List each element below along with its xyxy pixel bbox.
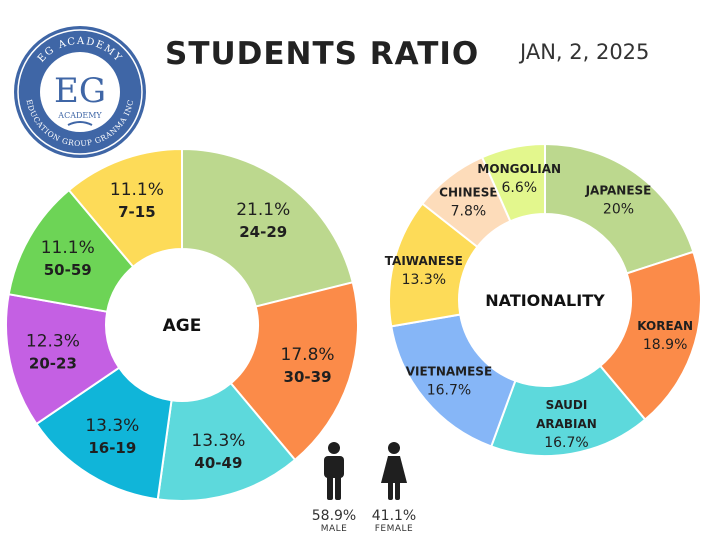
female-percent: 41.1% bbox=[371, 508, 417, 524]
slice-label: 11.1% 50-59 bbox=[41, 238, 95, 279]
slice-category: 30-39 bbox=[284, 368, 332, 386]
slice-percent: 13.3% bbox=[402, 272, 446, 288]
slice-percent: 6.6% bbox=[501, 180, 537, 196]
slice-category: 20-23 bbox=[29, 355, 77, 373]
ship-icon bbox=[67, 121, 93, 126]
donut-center-label: NATIONALITY bbox=[485, 291, 605, 310]
slice-percent: 11.1% bbox=[110, 180, 164, 200]
slice-label: MONGOLIAN 6.6% bbox=[477, 162, 561, 196]
slice-percent: 21.1% bbox=[236, 200, 290, 220]
slice-category: MONGOLIAN bbox=[477, 162, 561, 176]
slice-category: 50-59 bbox=[44, 261, 92, 279]
slice-category: JAPANESE bbox=[585, 183, 652, 197]
slice-category: 7-15 bbox=[118, 203, 156, 221]
slice-percent: 7.8% bbox=[451, 204, 487, 220]
male-label: MALE bbox=[320, 524, 348, 534]
slice-percent: 17.8% bbox=[281, 345, 335, 365]
report-date: JAN, 2, 2025 bbox=[520, 40, 650, 64]
slice-category: 40-49 bbox=[194, 454, 242, 472]
slice-16-19 bbox=[35, 366, 173, 501]
slice-label: 13.3% 16-19 bbox=[85, 416, 139, 457]
slice-24-29 bbox=[181, 147, 354, 308]
slice-category: CHINESE bbox=[439, 186, 497, 200]
slice-label: 11.1% 7-15 bbox=[110, 180, 164, 221]
female-stat: 41.1% FEMALE bbox=[359, 508, 429, 534]
slice-category: SAUDI bbox=[546, 398, 588, 412]
slice-40-49 bbox=[156, 381, 297, 502]
slice-percent: 20% bbox=[603, 201, 634, 217]
donut-center-label: AGE bbox=[163, 316, 202, 336]
slice-percent: 16.7% bbox=[544, 435, 588, 451]
slice-mongolian bbox=[480, 142, 546, 223]
slice-label: VIETNAMESE 16.7% bbox=[406, 364, 492, 398]
slice-category: KOREAN bbox=[637, 319, 693, 333]
female-label: FEMALE bbox=[374, 524, 414, 534]
slice-label: 12.3% 20-23 bbox=[26, 332, 80, 373]
slice-30-39 bbox=[229, 281, 359, 462]
logo-sub: ACADEMY bbox=[57, 111, 102, 120]
slice-7-15 bbox=[67, 147, 183, 269]
slice-percent: 11.1% bbox=[41, 238, 95, 258]
slice-percent: 16.7% bbox=[427, 382, 471, 398]
logo-initials: EG bbox=[54, 71, 106, 111]
slice-percent: 13.3% bbox=[85, 416, 139, 436]
slice-percent: 12.3% bbox=[26, 332, 80, 352]
slice-japanese bbox=[544, 142, 695, 275]
slice-category: 16-19 bbox=[88, 439, 136, 457]
slice-vietnamese bbox=[390, 313, 517, 448]
academy-logo: EG ACADEMY EDUCATION GROUP GRANMA INC EG… bbox=[14, 26, 146, 158]
slice-percent: 18.9% bbox=[643, 337, 687, 353]
slice-category: ARABIAN bbox=[536, 417, 597, 431]
slice-label: 13.3% 40-49 bbox=[191, 431, 245, 472]
slice-label: JAPANESE 20% bbox=[585, 183, 652, 217]
male-stat: 58.9% MALE bbox=[299, 508, 369, 534]
female-icon bbox=[381, 442, 407, 500]
slice-category: 24-29 bbox=[239, 223, 287, 241]
slice-category: TAIWANESE bbox=[385, 254, 463, 268]
slice-category: VIETNAMESE bbox=[406, 364, 492, 378]
slice-label: 17.8% 30-39 bbox=[281, 345, 335, 386]
slice-label: SAUDI ARABIAN 16.7% bbox=[536, 398, 597, 451]
slice-percent: 13.3% bbox=[191, 431, 245, 451]
slice-label: KOREAN 18.9% bbox=[637, 319, 693, 353]
male-percent: 58.9% bbox=[311, 508, 357, 524]
male-icon bbox=[324, 442, 344, 500]
slice-label: CHINESE 7.8% bbox=[439, 186, 497, 220]
page-title: STUDENTS RATIO bbox=[165, 36, 480, 72]
slice-label: 21.1% 24-29 bbox=[236, 200, 290, 241]
slice-label: TAIWANESE 13.3% bbox=[385, 254, 463, 288]
